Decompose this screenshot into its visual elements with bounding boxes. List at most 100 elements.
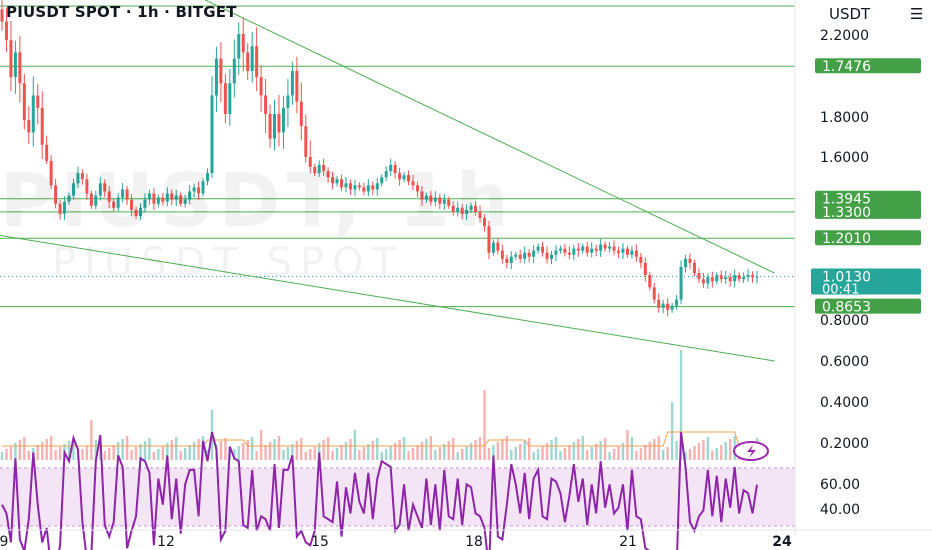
volume-bar [684,452,687,460]
candle-body [393,164,397,174]
currency-label[interactable]: USDT [829,5,871,23]
time-tick-label: 12 [157,534,175,550]
hamburger-icon[interactable]: ☰ [910,5,924,23]
candle-body [9,40,13,78]
candle-body [80,173,84,180]
candle-body [572,248,576,255]
volume-bar [277,436,281,460]
volume-bar [340,445,343,460]
candle-body [554,250,558,255]
volume-bar [469,443,473,460]
candle-body [710,277,714,282]
volume-bar [612,449,616,460]
candle-body [617,250,621,253]
volume-bar [313,446,316,460]
candle-body [45,144,49,161]
volume-bar [581,436,584,460]
volume-bar [282,450,285,460]
volume-bar [541,446,544,460]
price-tick-label: 0.8000 [820,313,869,329]
candle-body [380,177,384,184]
candle-body [201,181,205,194]
volume-bar [161,446,165,460]
volume-bar [94,440,98,460]
level-tag [815,230,921,246]
candle-body [348,183,352,190]
volume-bar [496,442,500,460]
volume-bar [519,444,522,460]
time-tick-label: 15 [311,534,329,550]
candle-body [22,83,26,121]
volume-bar [197,439,200,460]
price-tick-label: 0.6000 [820,354,869,370]
level-tag-label: 0.8653 [822,300,871,316]
candle-body [192,187,196,192]
candle-body [514,254,518,257]
volume-bar [317,443,321,460]
candle-body [344,183,348,188]
volume-bar [639,448,643,460]
volume-bar [255,451,258,460]
volume-bar [90,420,93,460]
candle-body [684,258,688,267]
candle-body [478,211,482,218]
rsi-band [0,468,795,526]
volume-bar [139,444,142,460]
volume-bar [661,450,665,460]
candle-body [594,248,598,251]
volume-bar [246,440,249,460]
level-tag-label: 1.3945 [822,192,871,208]
candle-body [143,199,147,208]
candle-body [688,258,692,263]
candle-body [621,248,625,253]
candle-body [13,52,17,78]
volume-bar [353,430,357,460]
candle-body [496,242,500,251]
volume-bar [402,437,406,460]
candle-body [281,107,285,133]
channel-trendlines [0,0,775,362]
candle-body [223,83,227,114]
level-tag [815,203,921,219]
volume-bar [407,451,410,460]
candle-body [675,299,679,306]
candle-body [541,246,545,253]
candle-body [746,275,750,278]
price-tick-label: 0.2000 [820,436,869,452]
candle-body [36,95,40,108]
volume-bar [125,436,129,460]
volume-bar [559,451,562,460]
volume-bar [572,442,576,460]
candle-body [54,185,58,204]
candle-body [138,207,142,216]
level-tag [815,298,921,314]
candle-body [701,279,705,284]
volume-bar [670,402,674,460]
candle-body [71,183,75,196]
price-tick-label: 2.2000 [820,28,869,44]
volume-bar [630,437,634,460]
volume-bar [608,452,611,460]
candle-body [214,58,218,96]
volume-bar [393,443,397,460]
candle-body [295,70,299,102]
volume-bar [291,444,294,460]
volume-bar [81,449,84,460]
candle-body [536,246,540,251]
volume-bar [586,450,589,460]
volume-bar [688,449,692,460]
volume-bar [250,437,254,460]
volume-bar [487,448,491,460]
candle-body [197,187,201,194]
candle-body [625,248,629,255]
candle-body [107,191,111,202]
candle-body [661,303,665,308]
candle-body [121,189,125,198]
candle-body [733,275,737,282]
candle-body [527,252,531,257]
volume-bar [385,449,388,460]
candle-body [116,197,120,208]
volume-bar [514,447,517,460]
volume-bar [443,444,446,460]
